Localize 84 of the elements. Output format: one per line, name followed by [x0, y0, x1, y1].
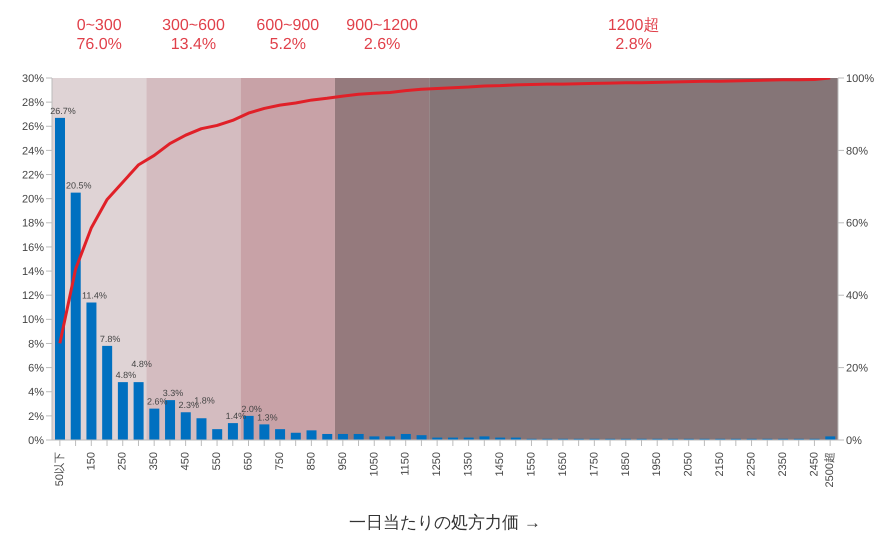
data-label: 1.4%	[226, 411, 246, 422]
y-tick-label: 8%	[28, 338, 44, 350]
x-tick-label: 2500超	[824, 452, 836, 488]
data-label: 20.5%	[66, 180, 92, 191]
x-tick-label: 2050	[682, 452, 695, 476]
bar	[212, 429, 222, 440]
data-label: 3.3%	[162, 388, 184, 398]
y-tick-label: 10%	[22, 314, 44, 326]
x-tick-label: 450	[180, 452, 192, 470]
x-tick-label: 650	[242, 452, 254, 470]
y2-tick-label: 60%	[846, 218, 868, 230]
x-tick-label: 250	[116, 452, 129, 470]
band-label: 600~900 5.2%	[256, 17, 320, 53]
x-tick-label: 150	[85, 452, 98, 470]
y-tick-label: 4%	[28, 386, 44, 399]
bar	[149, 408, 160, 440]
y-tick-label: 2%	[28, 410, 44, 423]
x-axis-title: 一日当たりの処方力価 →	[349, 513, 541, 532]
y-tick-label: 24%	[22, 145, 44, 158]
y-tick-label: 18%	[22, 218, 44, 230]
x-tick-label: 1750	[588, 452, 600, 476]
band-label: 0~300 76.0%	[76, 17, 122, 53]
x-tick-label: 950	[336, 452, 349, 470]
band-label: 900~1200 2.6%	[346, 17, 418, 53]
y2-tick-label: 0%	[846, 434, 862, 447]
x-tick-label: 50以下	[52, 452, 66, 486]
bar	[322, 434, 332, 440]
bar	[400, 434, 411, 440]
bar	[86, 302, 96, 440]
y-tick-label: 26%	[22, 121, 44, 134]
y-tick-label: 14%	[22, 266, 44, 278]
bar	[354, 434, 364, 440]
y2-tick-label: 80%	[846, 145, 868, 158]
x-tick-label: 2450	[808, 452, 820, 476]
bar	[306, 430, 317, 440]
y2-tick-label: 20%	[846, 362, 868, 375]
data-label: 26.7%	[50, 106, 76, 116]
bar	[259, 424, 270, 440]
bar	[275, 429, 286, 440]
bar	[228, 423, 238, 440]
bar	[55, 118, 65, 440]
y2-tick-label: 100%	[846, 72, 874, 85]
x-tick-label: 1050	[368, 452, 380, 476]
data-label: 4.8%	[116, 370, 136, 380]
data-label: 11.4%	[82, 290, 107, 300]
x-tick-label: 850	[305, 452, 318, 470]
bar	[196, 418, 206, 440]
data-label: 1.3%	[257, 412, 278, 422]
x-tick-label: 1150	[400, 452, 412, 476]
bar	[118, 382, 128, 440]
y-tick-label: 6%	[28, 362, 44, 375]
bar	[134, 382, 144, 440]
band-label: 1200超 2.8%	[608, 17, 660, 53]
data-label: 7.8%	[100, 334, 120, 344]
y-tick-label: 0%	[28, 434, 44, 447]
y-tick-label: 30%	[22, 72, 44, 85]
x-tick-label: 1350	[462, 452, 475, 476]
bar	[70, 192, 81, 440]
y-tick-label: 16%	[22, 242, 44, 254]
x-tick-label: 2250	[746, 452, 758, 476]
y-tick-label: 12%	[22, 290, 44, 302]
bar	[290, 432, 301, 440]
x-tick-label: 2150	[714, 452, 726, 476]
bar	[338, 434, 348, 440]
x-tick-label: 1450	[494, 452, 506, 476]
x-tick-label: 750	[274, 452, 286, 470]
bar	[416, 435, 427, 440]
x-tick-label: 350	[148, 452, 160, 470]
y-tick-label: 28%	[22, 97, 44, 110]
x-tick-label: 1550	[525, 452, 538, 476]
x-tick-label: 1650	[556, 452, 569, 476]
x-tick-label: 550	[211, 452, 224, 470]
x-tick-label: 1250	[431, 452, 444, 476]
y-tick-label: 20%	[22, 194, 44, 206]
x-tick-label: 1850	[620, 452, 632, 476]
data-label: 2.0%	[241, 404, 262, 414]
x-tick-label: 1950	[651, 452, 664, 476]
bar	[102, 346, 112, 440]
data-label: 4.8%	[131, 359, 152, 370]
y-tick-label: 22%	[22, 169, 44, 182]
y2-tick-label: 40%	[846, 290, 868, 302]
x-tick-label: 2350	[776, 452, 789, 476]
band-label: 300~600 13.4%	[162, 17, 225, 53]
bar	[180, 412, 191, 440]
